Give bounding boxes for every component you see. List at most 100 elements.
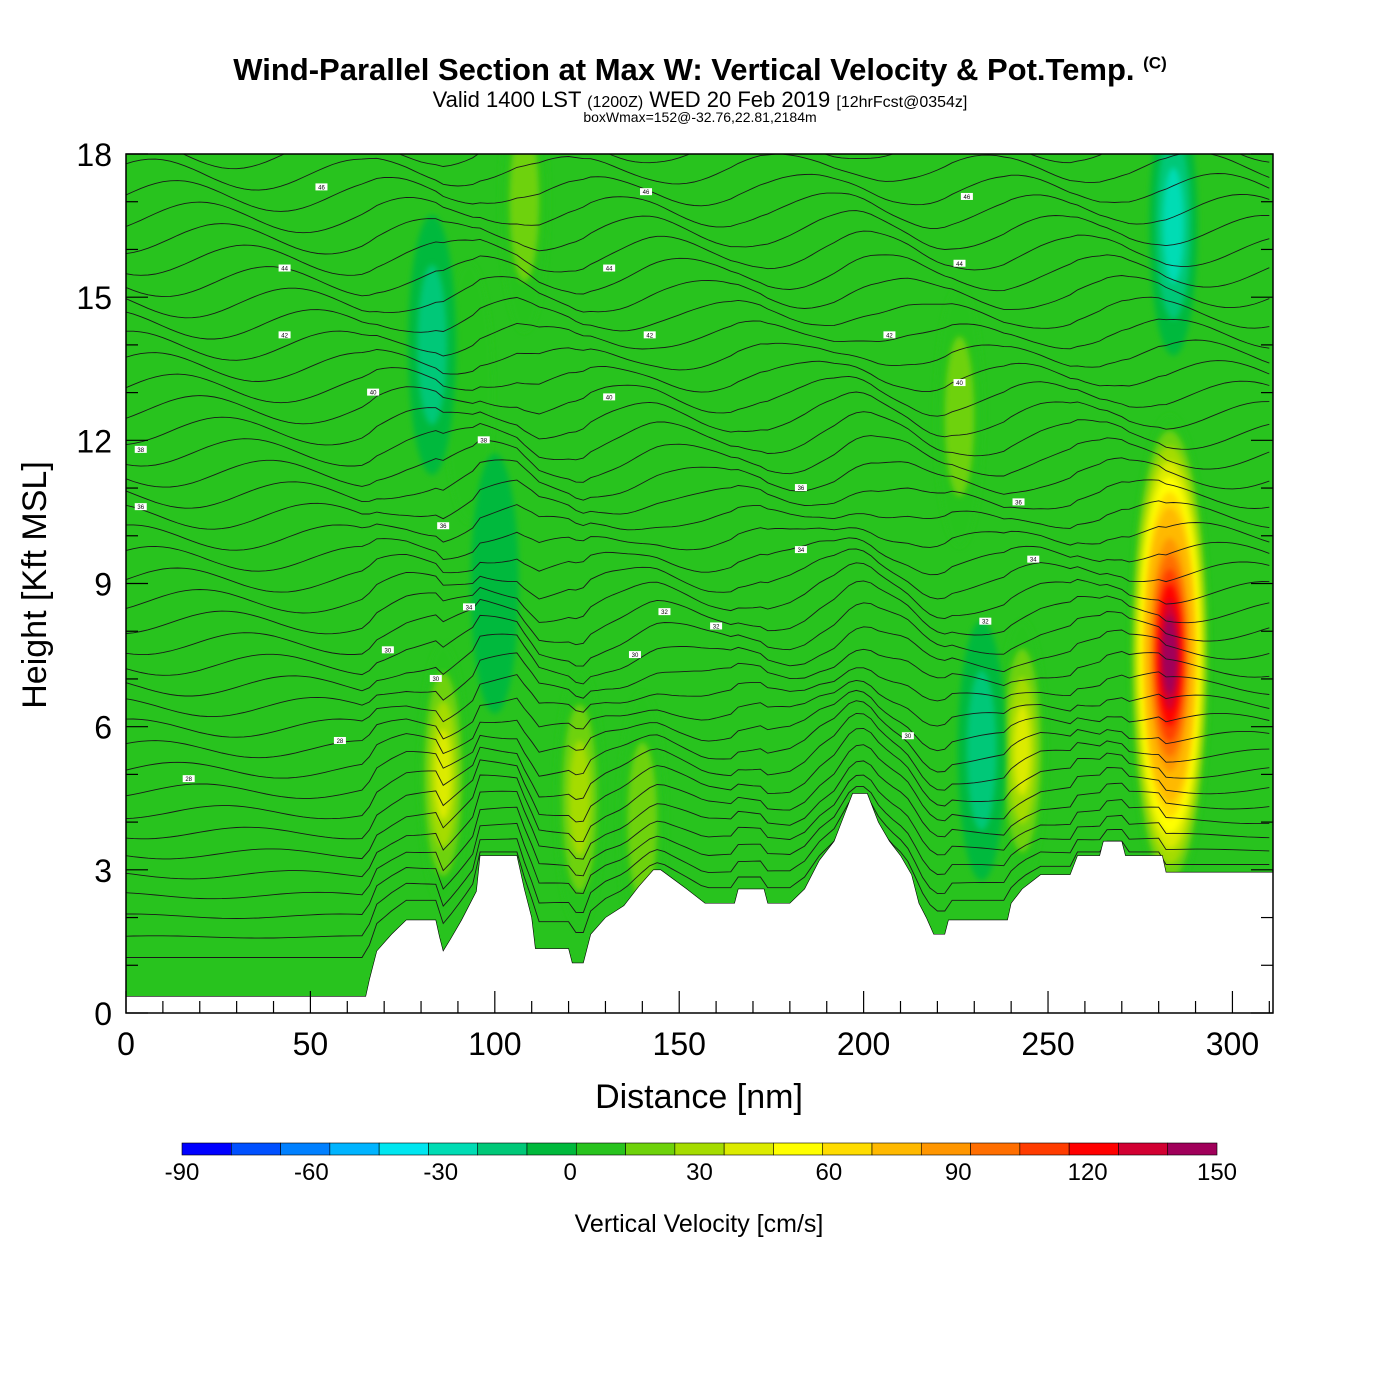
svg-text:32: 32 — [982, 620, 989, 626]
colorbar-tick--90: -90 — [165, 1159, 200, 1186]
svg-text:32: 32 — [713, 624, 720, 630]
isentrope-18 — [126, 537, 1270, 593]
contour-label-15: 36 — [794, 484, 807, 492]
colorbar-swatch-14 — [871, 1142, 922, 1156]
isentrope-31 — [126, 275, 1270, 319]
x-tick-label-50: 50 — [293, 1026, 329, 1062]
colorbar-swatch-20 — [1167, 1142, 1218, 1156]
y-tick-label-0: 0 — [94, 996, 112, 1032]
contour-label-3: 44 — [278, 264, 291, 273]
contour-label-6: 42 — [278, 331, 291, 339]
svg-text:42: 42 — [886, 333, 893, 339]
valid-utc: (1200Z) — [587, 94, 644, 111]
updraft-7-level-0 — [444, 262, 493, 523]
colorbar-swatch-0 — [181, 1142, 232, 1156]
colorbar-swatch-17 — [1019, 1142, 1070, 1156]
isentrope-21 — [126, 479, 1270, 530]
isentrope-35 — [126, 192, 1270, 234]
colorbar-swatch-4 — [378, 1142, 429, 1156]
contour-label-27: 28 — [333, 736, 346, 745]
isentrope-27 — [126, 360, 1270, 404]
isentrope-1 — [126, 795, 1270, 939]
downdraft-0-level-2 — [1162, 167, 1185, 284]
svg-text:44: 44 — [606, 267, 613, 273]
colorbar-swatch-7 — [526, 1142, 577, 1156]
updraft-5-level-1 — [944, 336, 975, 497]
colorbar-tick-0: 0 — [563, 1159, 576, 1186]
terrain — [126, 793, 1273, 1013]
downdraft-2-level-0 — [470, 453, 519, 714]
isentrope-37 — [126, 154, 1270, 191]
isentrope-23 — [126, 435, 1270, 488]
updraft-6-level-1 — [509, 154, 540, 282]
contour-label-9: 40 — [367, 388, 380, 397]
y-tick-label-12: 12 — [76, 423, 112, 459]
svg-text:44: 44 — [281, 267, 288, 273]
valid-time: Valid 1400 LST — [432, 87, 582, 112]
contour-label-8: 42 — [883, 331, 896, 339]
isentrope-28 — [126, 339, 1270, 382]
colorbar-tick--60: -60 — [294, 1159, 329, 1186]
isentrope-20 — [126, 500, 1270, 551]
isentrope-14 — [126, 602, 1270, 676]
isentrope-24 — [126, 411, 1270, 467]
isentrope-36 — [126, 173, 1270, 212]
valid-date: WED 20 Feb 2019 — [649, 87, 831, 112]
colorbar-label: Vertical Velocity [cm/s] — [575, 1210, 824, 1238]
isentrope-6 — [126, 727, 1270, 840]
x-tick-label-0: 0 — [117, 1026, 135, 1062]
isentrope-5 — [126, 744, 1270, 860]
downdraft-3-level-1 — [966, 670, 997, 831]
x-tick-label-150: 150 — [653, 1026, 706, 1062]
svg-text:38: 38 — [137, 448, 144, 454]
colorbar-swatch-9 — [625, 1142, 676, 1156]
colorbar-swatch-8 — [575, 1142, 626, 1156]
isentrope-32 — [126, 254, 1270, 298]
colorbar-swatch-19 — [1118, 1142, 1169, 1156]
svg-text:28: 28 — [185, 777, 192, 783]
contour-label-26: 30 — [429, 674, 442, 683]
isentrope-7 — [126, 712, 1270, 820]
colorbar: -90 -60 -30 0 30 60 90 120 150 — [165, 1142, 1237, 1186]
contour-label-22: 32 — [710, 622, 723, 630]
y-tick-label-18: 18 — [76, 137, 112, 173]
svg-text:46: 46 — [318, 185, 325, 191]
y-tick-label-3: 3 — [94, 853, 112, 889]
contour-label-19: 34 — [1027, 555, 1040, 564]
colorbar-swatch-18 — [1068, 1142, 1119, 1156]
chart-title: Wind-Parallel Section at Max W: Vertical… — [0, 52, 1400, 88]
isentrope-8 — [126, 700, 1270, 799]
svg-text:40: 40 — [606, 395, 613, 401]
isentrope-3 — [126, 774, 1270, 900]
svg-text:40: 40 — [956, 381, 963, 387]
svg-text:28: 28 — [337, 739, 344, 745]
contour-label-2: 46 — [960, 192, 973, 201]
isentrope-26 — [126, 375, 1270, 425]
colorbar-tick-150: 150 — [1197, 1159, 1237, 1186]
colorbar-swatch-6 — [477, 1142, 528, 1156]
svg-text:30: 30 — [432, 677, 439, 683]
svg-text:40: 40 — [370, 391, 377, 397]
contour-label-4: 44 — [603, 264, 616, 273]
isentrope-10 — [126, 679, 1270, 759]
colorbar-swatch-10 — [674, 1142, 725, 1156]
contour-label-12: 38 — [134, 445, 147, 454]
svg-text:30: 30 — [385, 648, 392, 654]
isentrope-9 — [126, 689, 1270, 779]
colorbar-swatch-5 — [428, 1142, 479, 1156]
x-axis-label: Distance [nm] — [595, 1078, 803, 1116]
updraft-3-level-2 — [568, 740, 591, 857]
x-tick-label-250: 250 — [1021, 1026, 1074, 1062]
isentrope-17 — [126, 548, 1270, 614]
contour-label-10: 40 — [603, 393, 616, 401]
contour-label-25: 30 — [628, 651, 641, 659]
isentrope-19 — [126, 522, 1270, 572]
isentrope-30 — [126, 296, 1270, 340]
contour-label-24: 30 — [381, 646, 394, 654]
contour-labels: 46 46 46 44 44 44 42 42 42 40 40 40 38 38 36 36 36 36 34 34… — [134, 183, 1040, 783]
colorbar-swatch-1 — [230, 1142, 281, 1156]
isentrope-33 — [126, 230, 1270, 276]
svg-text:36: 36 — [137, 505, 144, 511]
box-wmax-info: boxWmax=152@-32.76,22.81,2184m — [583, 109, 817, 125]
